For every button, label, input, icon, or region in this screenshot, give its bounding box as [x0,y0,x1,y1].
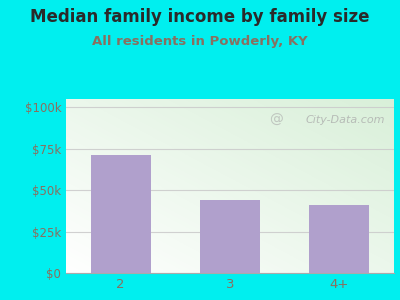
Text: All residents in Powderly, KY: All residents in Powderly, KY [92,34,308,47]
Text: @: @ [269,113,283,127]
Bar [309,205,370,273]
Bar [200,200,260,273]
Bar [90,155,151,273]
Text: City-Data.com: City-Data.com [306,115,385,125]
Text: Median family income by family size: Median family income by family size [30,8,370,26]
